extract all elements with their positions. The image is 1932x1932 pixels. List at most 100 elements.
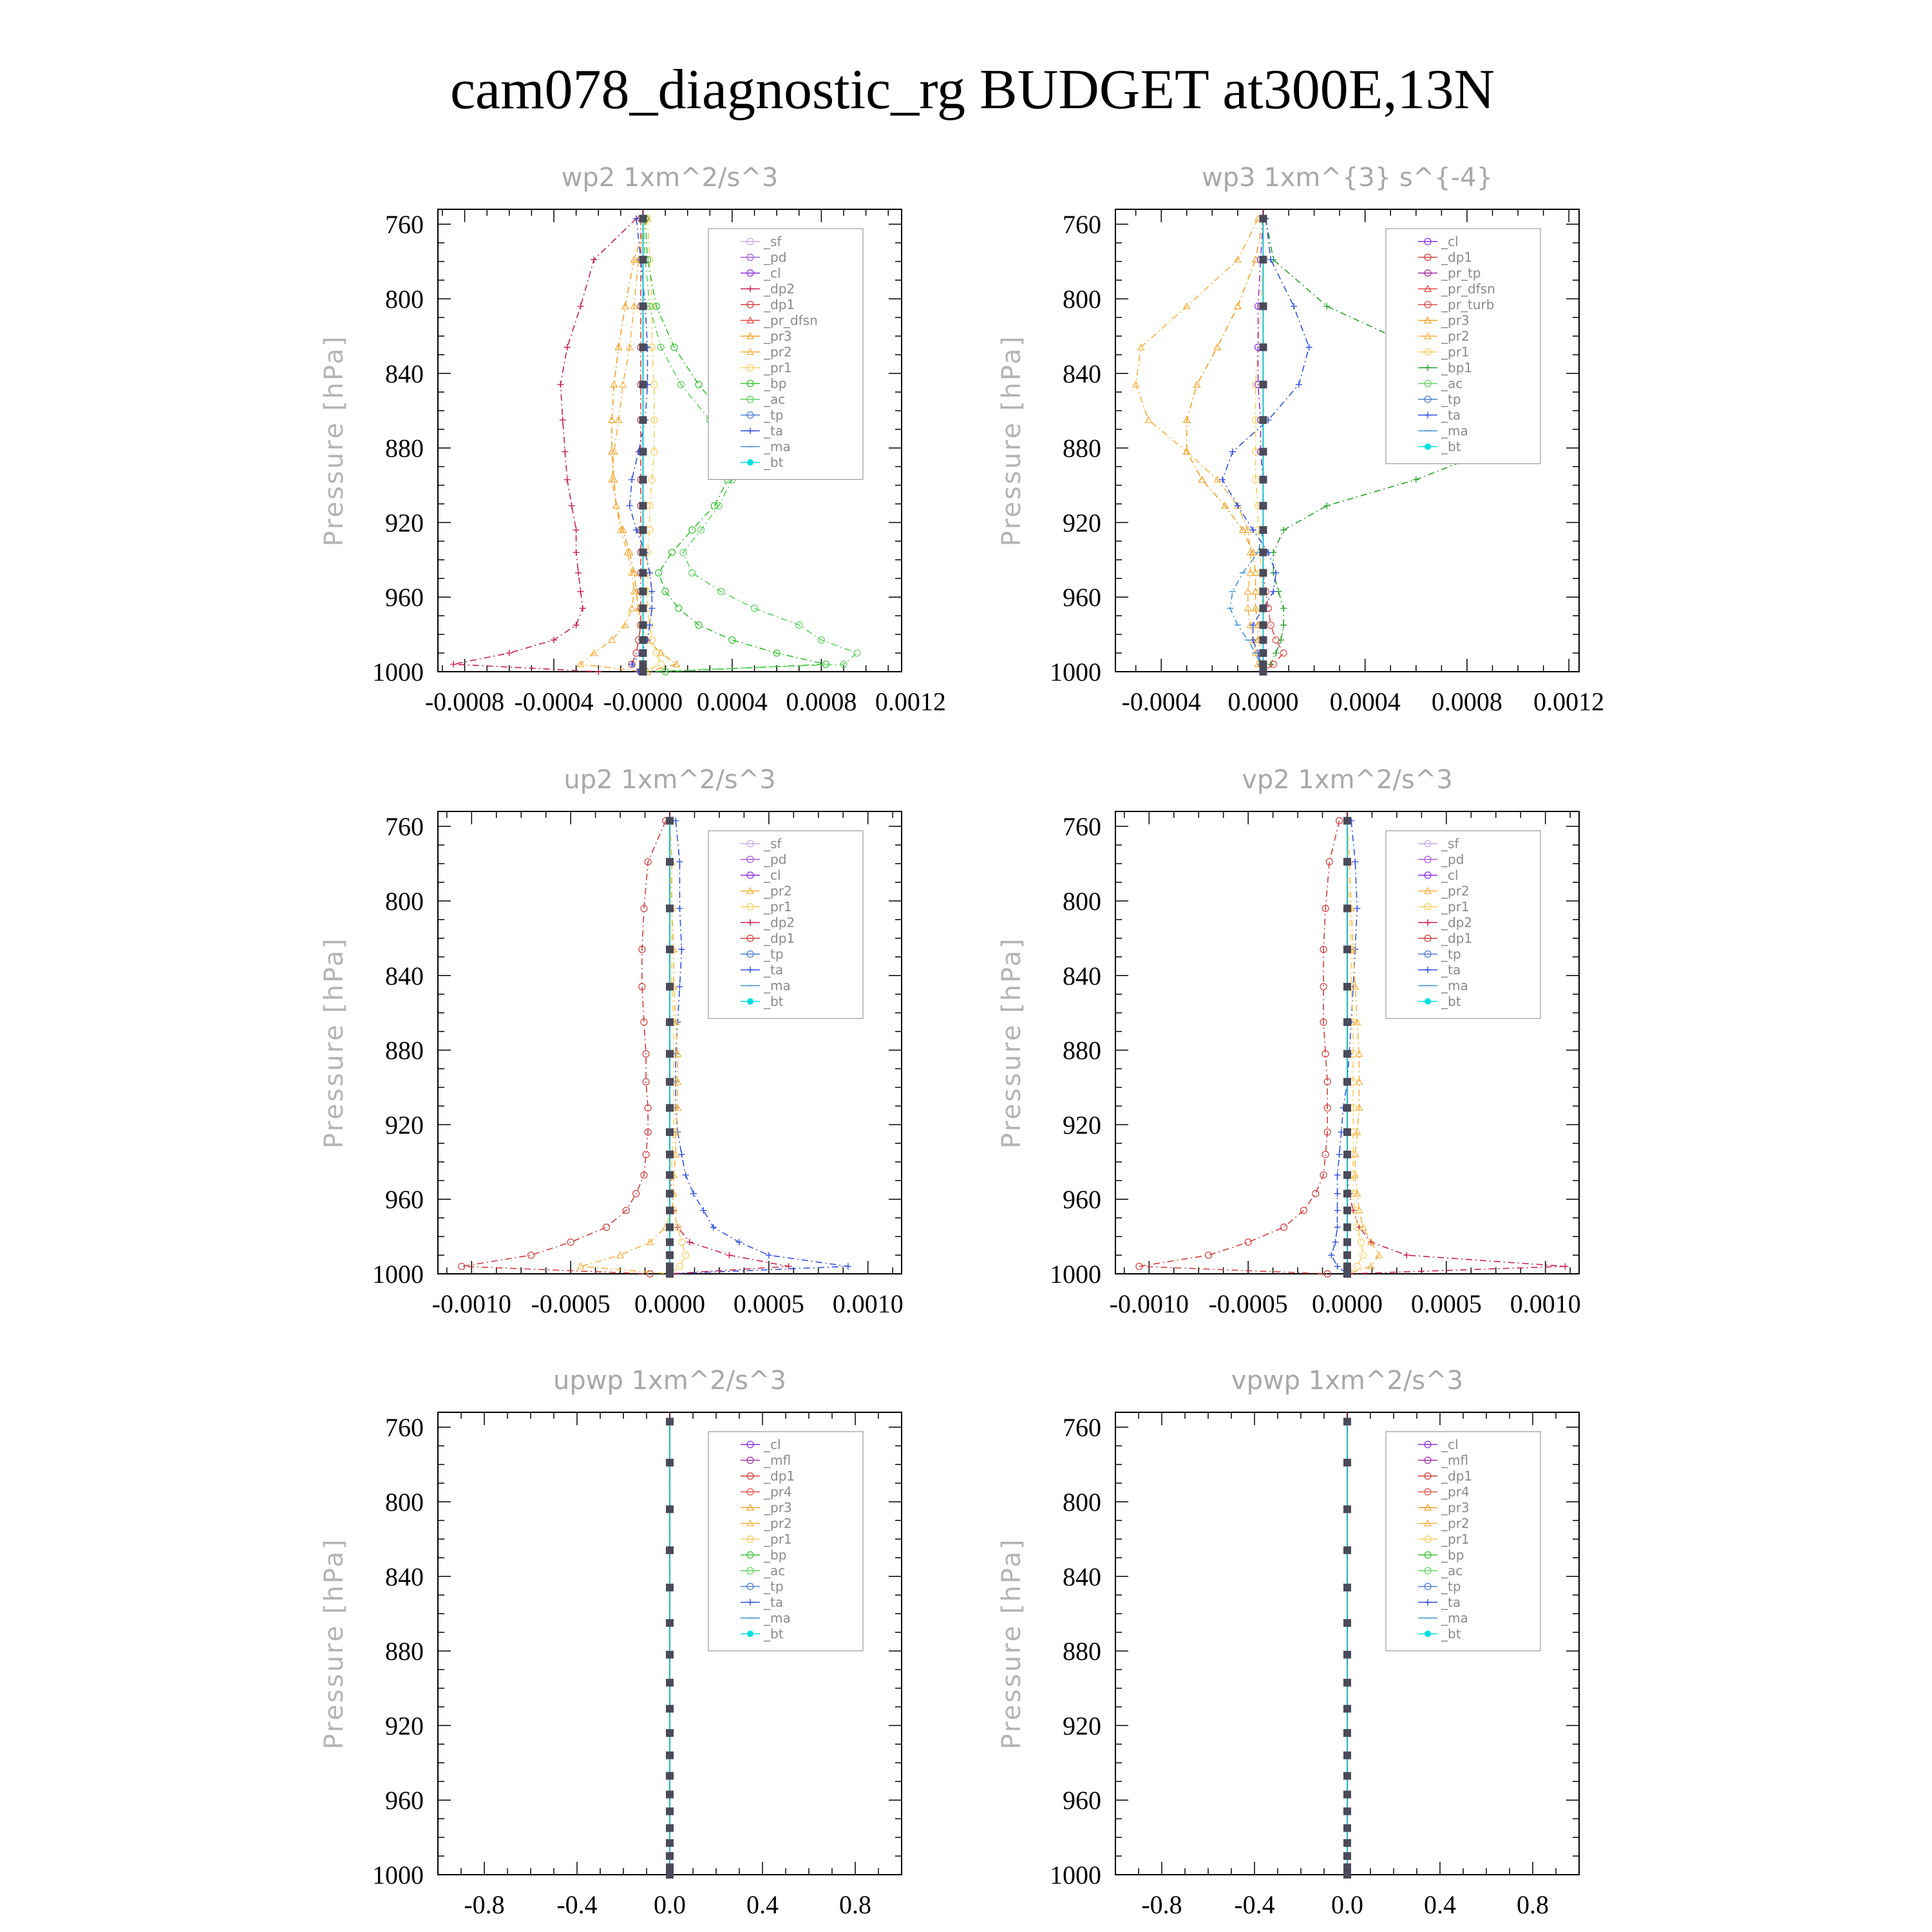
profile-marker	[639, 668, 647, 676]
marker-_dp2	[747, 919, 753, 926]
legend-label: _pr1	[763, 899, 792, 914]
legend-entry: _tp	[741, 947, 784, 962]
marker-_pr2	[1355, 1077, 1363, 1085]
marker-_pr1	[1359, 1251, 1367, 1259]
marker-_dp1	[646, 1270, 654, 1278]
legend-entry: _ma	[741, 978, 791, 994]
legend-label: _dp2	[763, 915, 795, 931]
legend-entry: _tp	[1418, 392, 1461, 407]
marker-_ta	[765, 1252, 772, 1259]
legend-label: _ta	[763, 1595, 783, 1610]
legend-label: _ta	[1441, 408, 1461, 423]
legend-label: _pr_turb	[1441, 297, 1494, 312]
legend-entry: _pr2	[1418, 328, 1470, 344]
legend-entry: _mfl	[1418, 1453, 1468, 1468]
profile-marker	[666, 1150, 674, 1159]
legend-entry: _pr_dfsn	[1418, 281, 1495, 297]
marker-_pr1	[1251, 416, 1260, 424]
marker-_dp2	[551, 636, 557, 643]
legend-label: _pr4	[1441, 1484, 1470, 1500]
marker-_ta	[1425, 967, 1431, 973]
x-tick-label: 0.0	[1331, 1890, 1363, 1919]
legend-entry: _bt	[1418, 1626, 1461, 1642]
legend-label: _dp1	[1441, 1468, 1472, 1484]
marker-_ta	[682, 1171, 689, 1179]
profile-marker	[666, 983, 674, 991]
y-tick-label: 840	[385, 1562, 424, 1591]
marker-_ta	[1336, 1151, 1343, 1158]
marker-_bp1	[1412, 476, 1419, 483]
panel-title: upwp 1xm^2/s^3	[553, 1366, 786, 1396]
marker-_bp1	[1273, 650, 1280, 657]
marker-_tp	[1424, 950, 1432, 958]
legend-entry: _pr2	[741, 884, 792, 899]
profile-marker	[666, 1238, 674, 1246]
marker-_pr2	[619, 380, 627, 388]
legend-label: _ma	[1441, 978, 1468, 994]
legend-entry: _dp2	[741, 281, 795, 297]
legend-entry: _bp	[1418, 1548, 1464, 1563]
legend-label: _pr2	[763, 884, 792, 899]
marker-_pr2	[1244, 526, 1252, 533]
legend-label: _mfl	[763, 1453, 791, 1468]
legend-entry: _pr1	[1418, 345, 1470, 360]
profile-marker	[666, 1128, 674, 1136]
profile-marker	[666, 1171, 674, 1179]
legend-label: _dp1	[763, 931, 795, 946]
x-tick-label: 0.8	[839, 1890, 871, 1919]
panel-3: up2 1xm^2/s^3 Pressure [hPa] 760 800 840 880 9…	[319, 765, 904, 1318]
marker-_pr3	[621, 302, 629, 310]
marker-_pr1	[650, 416, 658, 424]
profile-marker	[1343, 1077, 1351, 1086]
legend-entry: _pr_turb	[1418, 297, 1494, 312]
plot-frame	[1115, 209, 1580, 672]
marker-_pr2	[607, 475, 616, 483]
marker-_bp	[688, 526, 696, 534]
marker-_dp1	[640, 904, 648, 913]
legend-entry: _ta	[1418, 408, 1461, 423]
profile-marker	[1343, 1863, 1351, 1871]
marker-_ta	[629, 661, 636, 668]
marker-_pr_turb	[1267, 621, 1274, 629]
legend-label: _bt	[763, 994, 784, 1009]
legend-entry: _pr1	[1418, 899, 1470, 914]
legend-label: _ac	[763, 392, 785, 407]
marker-_ta	[678, 1151, 685, 1158]
marker-_dp1	[1321, 1151, 1329, 1159]
marker-_pr3	[610, 380, 618, 388]
marker-_dp1	[1312, 1189, 1320, 1198]
marker-_dp2	[1425, 919, 1431, 926]
marker-_pr2	[623, 548, 632, 556]
profile-marker	[1259, 502, 1267, 510]
legend-entry: _ta	[741, 962, 783, 978]
marker-_sf	[1424, 840, 1432, 848]
profile-marker	[666, 1871, 674, 1879]
legend-label: _bt	[763, 1626, 784, 1642]
marker-_pr_turb	[1424, 301, 1432, 308]
marker-_ta	[1295, 381, 1302, 388]
marker-_pr2	[674, 1077, 682, 1085]
marker-_pr3	[1182, 415, 1191, 423]
marker-_pr1	[1357, 1238, 1365, 1246]
marker-_dp1	[640, 1171, 648, 1179]
profile-marker	[1343, 1824, 1351, 1832]
legend-entry: _pr2	[741, 1516, 792, 1531]
marker-_dp1	[1424, 253, 1432, 261]
marker-_pr2	[672, 1150, 680, 1158]
marker-_pr3	[1251, 604, 1260, 612]
profile-marker	[1343, 1417, 1351, 1426]
x-tick-label: 0.0010	[833, 1289, 904, 1318]
marker-_ac	[817, 636, 825, 644]
profile-marker	[666, 1751, 674, 1759]
marker-_cl	[1424, 1441, 1432, 1448]
profile-marker	[639, 660, 647, 668]
marker-_ta	[1425, 412, 1431, 419]
marker-_dp1	[640, 1018, 648, 1026]
x-tick-label: -0.0004	[1122, 687, 1201, 716]
legend-entry: _pr1	[741, 360, 792, 375]
legend-label: _pr_dfsn	[763, 313, 818, 328]
marker-_dp1	[642, 1151, 650, 1159]
marker-_pr_turb	[1280, 649, 1287, 657]
x-tick-label: 0.8	[1517, 1890, 1549, 1919]
legend-entry: _pr2	[1418, 1516, 1470, 1531]
